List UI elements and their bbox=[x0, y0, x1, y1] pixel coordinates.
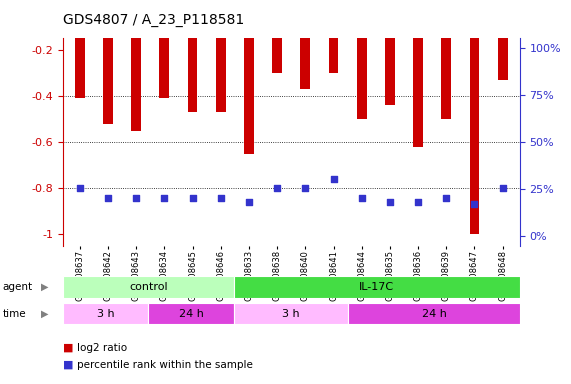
Point bbox=[103, 195, 112, 201]
Text: 3 h: 3 h bbox=[97, 309, 114, 319]
Bar bbox=[357, 4, 367, 119]
Text: ▶: ▶ bbox=[41, 309, 49, 319]
Text: 24 h: 24 h bbox=[421, 309, 447, 319]
Bar bbox=[413, 4, 423, 147]
Bar bbox=[216, 4, 226, 112]
Bar bbox=[272, 4, 282, 73]
Bar bbox=[348, 303, 520, 324]
Point bbox=[272, 185, 282, 191]
Point bbox=[329, 176, 338, 182]
Bar bbox=[498, 4, 508, 80]
Point bbox=[385, 199, 395, 205]
Point bbox=[216, 195, 226, 201]
Bar bbox=[188, 4, 198, 112]
Bar bbox=[148, 303, 234, 324]
Point bbox=[470, 201, 479, 207]
Text: 3 h: 3 h bbox=[283, 309, 300, 319]
Point bbox=[301, 185, 310, 191]
Text: GDS4807 / A_23_P118581: GDS4807 / A_23_P118581 bbox=[63, 13, 244, 27]
Point bbox=[413, 199, 423, 205]
Text: control: control bbox=[129, 282, 168, 292]
Text: log2 ratio: log2 ratio bbox=[77, 343, 127, 353]
Bar bbox=[63, 276, 234, 298]
Bar bbox=[328, 4, 339, 73]
Point bbox=[244, 199, 254, 205]
Point bbox=[498, 185, 507, 191]
Point bbox=[357, 195, 366, 201]
Point bbox=[160, 195, 169, 201]
Point bbox=[188, 195, 197, 201]
Text: 24 h: 24 h bbox=[179, 309, 204, 319]
Point bbox=[442, 195, 451, 201]
Bar bbox=[75, 4, 85, 98]
Bar bbox=[300, 4, 310, 89]
Text: IL-17C: IL-17C bbox=[359, 282, 395, 292]
Text: percentile rank within the sample: percentile rank within the sample bbox=[77, 360, 253, 370]
Bar bbox=[234, 303, 348, 324]
Text: ■: ■ bbox=[63, 343, 73, 353]
Text: ■: ■ bbox=[63, 360, 73, 370]
Point bbox=[131, 195, 140, 201]
Point bbox=[75, 185, 85, 191]
Bar bbox=[441, 4, 451, 119]
Text: ▶: ▶ bbox=[41, 282, 49, 292]
Bar bbox=[63, 303, 148, 324]
Text: time: time bbox=[3, 309, 26, 319]
Bar bbox=[159, 4, 169, 98]
Bar bbox=[385, 4, 395, 105]
Bar bbox=[131, 4, 141, 131]
Bar bbox=[469, 4, 480, 234]
Bar bbox=[244, 4, 254, 154]
Bar bbox=[103, 4, 113, 124]
Text: agent: agent bbox=[3, 282, 33, 292]
Bar bbox=[234, 276, 520, 298]
